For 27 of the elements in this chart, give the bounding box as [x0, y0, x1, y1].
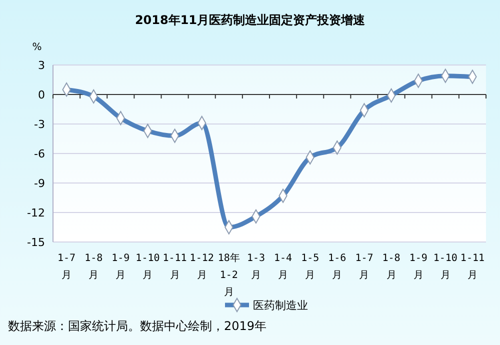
x-tick-label: 1-4 月	[274, 253, 292, 281]
x-tick-label: 1-11 月	[162, 253, 187, 281]
x-tick-label: 1-9 月	[409, 253, 428, 281]
y-tick-label: 3	[38, 59, 45, 72]
y-axis-title: %	[32, 42, 42, 53]
x-tick-label: 1-8 月	[382, 253, 400, 281]
y-tick-label: 0	[38, 88, 45, 102]
x-tick-label: 1-10 月	[433, 253, 458, 281]
x-tick-label: 1-8 月	[84, 253, 103, 281]
chart-title: 2018年11月医药制造业固定资产投资增速	[134, 13, 366, 27]
x-tick-label: 18年 1-2 月	[218, 252, 240, 298]
x-tick-label: 1-9 月	[112, 253, 130, 281]
y-tick-label: -6	[34, 148, 45, 160]
legend-label: 医药制造业	[253, 299, 308, 312]
source-note: 数据来源：国家统计局。数据中心绘制，2019年	[8, 319, 267, 333]
y-tick-label: -3	[34, 118, 45, 131]
x-tick-label: 1-12 月	[190, 253, 214, 281]
x-tick-label: 1-6 月	[328, 253, 346, 281]
y-tick-label: -9	[34, 177, 45, 190]
y-tick-label: -15	[27, 236, 45, 249]
y-tick-label: -12	[27, 206, 45, 220]
x-tick-label: 1-5 月	[301, 253, 320, 281]
x-tick-label: 1-10 月	[136, 253, 160, 281]
x-tick-label: 1-11 月	[460, 253, 485, 281]
x-tick-label: 1-7 月	[58, 253, 76, 281]
x-tick-label: 1-7 月	[355, 253, 374, 281]
x-tick-label: 1-3 月	[246, 253, 265, 281]
